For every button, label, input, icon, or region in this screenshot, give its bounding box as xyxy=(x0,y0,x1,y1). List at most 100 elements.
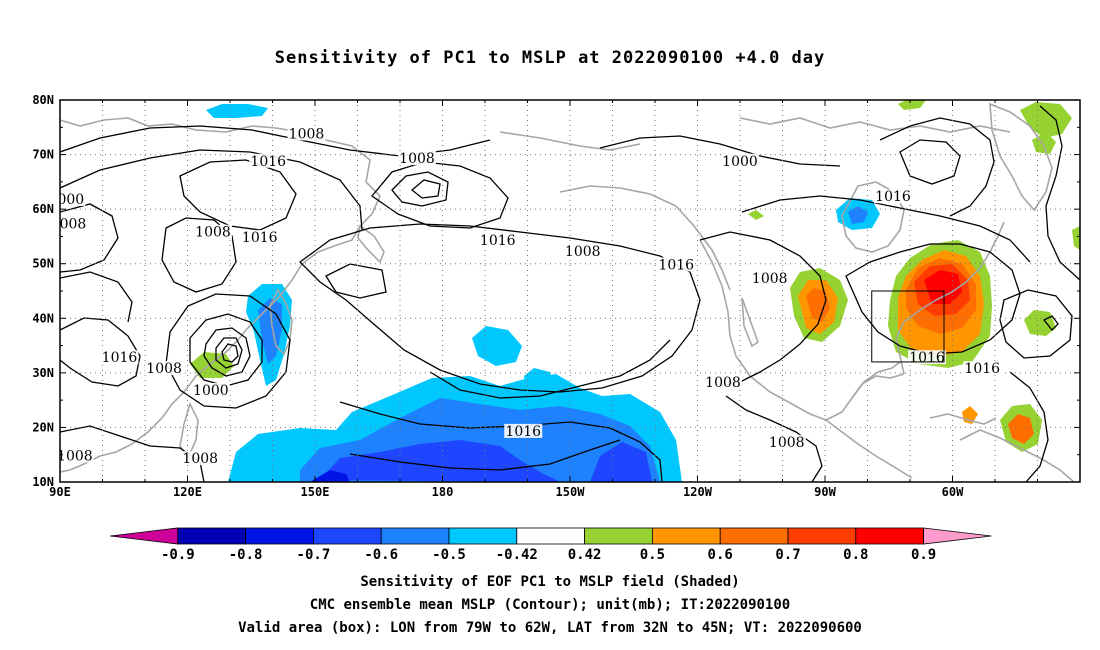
positive-region-canada-small xyxy=(748,210,764,220)
negative-region-core xyxy=(320,440,560,482)
contour-label-bg xyxy=(249,153,288,168)
contour-subtropical-1016 xyxy=(339,401,663,482)
lat-label: 80N xyxy=(32,93,54,107)
colorbar-end-high xyxy=(923,527,992,545)
contour-label: 1008 xyxy=(752,271,788,287)
contour-label: 1016 xyxy=(964,361,1000,377)
coast-arctic-islands xyxy=(499,131,641,151)
coast-kamchatka xyxy=(357,224,385,264)
colorbar-segment xyxy=(787,527,857,545)
colorbar-label: -0.5 xyxy=(432,547,466,563)
lat-label: 20N xyxy=(32,420,54,434)
coast-caribbean xyxy=(929,413,997,425)
coast-japan xyxy=(269,288,293,356)
colorbar-label: -0.6 xyxy=(364,547,398,563)
contour-typhoon-1008 xyxy=(189,313,263,387)
coast-arctic-na xyxy=(739,117,1011,133)
footer-line-2: CMC ensemble mean MSLP (Contour); unit(m… xyxy=(309,597,791,613)
contour-atlantic-high xyxy=(999,289,1073,359)
contour-label: 1016 xyxy=(658,257,694,273)
contour-typhoon-inner1 xyxy=(215,337,243,369)
colorbar-segment xyxy=(719,527,789,545)
contour-label: 1016 xyxy=(875,189,911,205)
contour-aleutian-low-1000 xyxy=(391,171,449,207)
negative-region-arctic xyxy=(206,104,268,118)
contour-asia-1016-low xyxy=(60,317,141,387)
lon-label: 60W xyxy=(942,485,964,499)
lat-label: 50N xyxy=(32,257,54,271)
positive-region-canada-north xyxy=(898,100,926,110)
coast-greenland xyxy=(989,102,1053,212)
colorbar-label: 0.5 xyxy=(640,547,665,563)
lon-label: 120E xyxy=(173,485,202,499)
contour-label: 1008 xyxy=(146,361,182,377)
contour-label: 1016 xyxy=(242,230,278,246)
colorbar-segment xyxy=(584,527,653,545)
contour-pacific-south-1008 xyxy=(429,339,671,399)
positive-region-caribbean-inner xyxy=(1008,414,1034,444)
longitude-labels: 90E 120E 150E 180 150W 120W 90W 60W xyxy=(49,485,964,499)
colorbar-label: 0.7 xyxy=(775,547,800,563)
colorbar-label: -0.42 xyxy=(496,547,538,563)
colorbar: -0.9 -0.8 -0.7 -0.6 -0.5 -0.42 0.42 0.5 0.6 0.7 0.… xyxy=(109,527,992,563)
contour-aleutian-low-inner xyxy=(410,179,441,199)
contour-label: 1016 xyxy=(480,233,516,249)
contour-label: 1008 xyxy=(289,126,325,142)
lon-label: 150E xyxy=(301,485,330,499)
positive-region-atlantic xyxy=(1024,310,1056,336)
contour-label: 1008 xyxy=(565,244,601,260)
footer-line-1: Sensitivity of EOF PC1 to MSLP field (Sh… xyxy=(360,574,740,590)
coast-central-america xyxy=(825,419,913,479)
colorbar-label: -0.8 xyxy=(229,547,263,563)
contour-label-bg xyxy=(478,232,517,247)
colorbar-end-low xyxy=(109,527,179,545)
colorbar-label: 0.8 xyxy=(843,547,868,563)
footer-line-3: Valid area (box): LON from 79W to 62W, L… xyxy=(238,620,862,636)
contour-label: 1000 xyxy=(193,383,229,399)
contour-label: 1000 xyxy=(49,192,85,208)
contour-label-bg xyxy=(398,151,436,166)
contour-aleutian-low-1008 xyxy=(371,161,509,229)
lat-lon-grid xyxy=(60,100,1080,482)
contour-label: 1016 xyxy=(909,350,945,366)
contour-label: 1008 xyxy=(399,151,435,167)
lon-label: 90W xyxy=(814,485,836,499)
contour-label-bg xyxy=(504,423,543,438)
negative-region-hawaii xyxy=(472,326,522,366)
coast-asia xyxy=(60,117,381,473)
lon-label: 180 xyxy=(432,485,454,499)
contour-label-bg xyxy=(60,448,94,463)
contour-label: 1008 xyxy=(57,448,93,464)
colorbar-segment xyxy=(855,527,924,545)
contour-canada-loop xyxy=(899,139,961,185)
contour-label: 1008 xyxy=(769,435,805,451)
contour-labrador-1016 xyxy=(879,117,995,217)
positive-region-china-sea xyxy=(190,352,234,378)
colorbar-label: -0.7 xyxy=(297,547,331,563)
sensitivity-shading xyxy=(190,100,1080,482)
contour-label: 1000 xyxy=(722,154,758,170)
contour-siberia-1008 xyxy=(60,203,119,273)
lat-label: 70N xyxy=(32,148,54,162)
contour-central-1008 xyxy=(725,395,823,482)
contour-label-bg xyxy=(750,271,789,286)
contour-label: 1016 xyxy=(250,154,286,170)
contour-asia-low-1008 xyxy=(161,217,237,293)
contour-label-bg xyxy=(100,350,139,365)
coast-south-america xyxy=(959,429,1075,482)
latitude-labels: 80N 70N 60N 50N 40N 30N 20N 10N xyxy=(32,93,54,489)
contour-east-1016 xyxy=(845,243,1021,355)
contour-typhoon-outer xyxy=(165,293,291,409)
contour-label: 1008 xyxy=(195,225,231,241)
contour-label-bg xyxy=(908,350,946,365)
lon-label: 90E xyxy=(49,485,71,499)
colorbar-label: 0.6 xyxy=(708,547,733,563)
map-title: Sensitivity of PC1 to MSLP at 2022090100… xyxy=(274,48,826,68)
valid-area-box xyxy=(871,290,945,363)
colorbar-segment xyxy=(516,527,585,545)
contour-na-1016 xyxy=(741,195,1031,263)
contour-atlantic-small xyxy=(1042,315,1059,331)
contour-label: 1016 xyxy=(102,350,138,366)
